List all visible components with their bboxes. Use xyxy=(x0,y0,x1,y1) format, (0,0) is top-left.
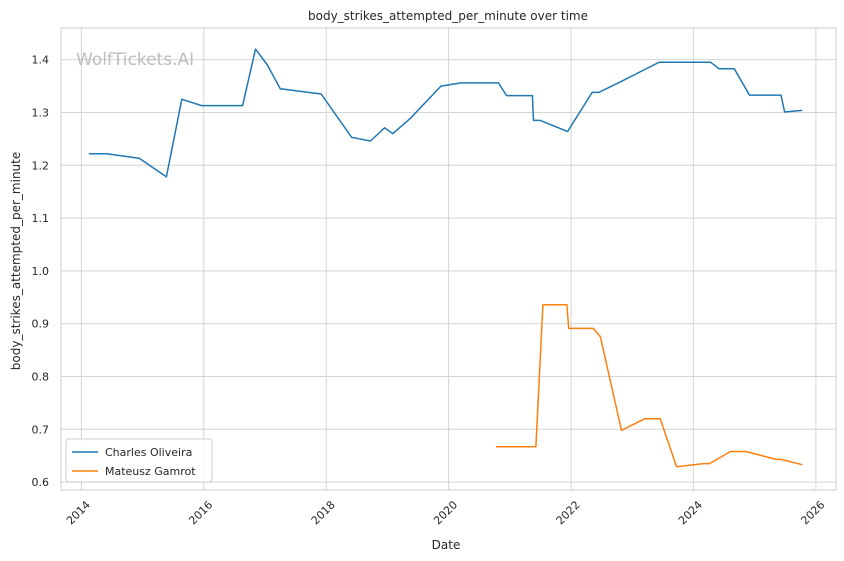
y-tick-label: 0.8 xyxy=(32,370,50,383)
legend-label-mateusz-gamrot: Mateusz Gamrot xyxy=(105,465,196,478)
y-tick-label: 1.0 xyxy=(32,265,50,278)
y-tick-label: 0.9 xyxy=(32,318,50,331)
y-tick-label: 1.4 xyxy=(32,54,50,67)
watermark-text: WolfTickets.AI xyxy=(76,50,194,70)
series-line-charles-oliveira xyxy=(89,48,803,178)
legend: Charles Oliveira Mateusz Gamrot xyxy=(65,438,213,483)
chart-title: body_strikes_attempted_per_minute over t… xyxy=(308,9,588,23)
legend-label-charles-oliveira: Charles Oliveira xyxy=(105,446,192,459)
y-tick-label: 1.2 xyxy=(32,159,50,172)
y-tick-label: 1.3 xyxy=(32,106,50,119)
legend-box xyxy=(65,438,213,483)
series-group xyxy=(89,48,803,468)
y-axis-label: body_strikes_attempted_per_minute xyxy=(9,152,23,370)
series-line-mateusz-gamrot xyxy=(496,303,803,468)
y-tick-label: 0.7 xyxy=(32,423,50,436)
y-axis-ticks: 0.6 0.7 0.8 0.9 1.0 1.1 1.2 1.3 1.4 xyxy=(32,54,50,489)
y-tick-label: 0.6 xyxy=(32,476,50,489)
x-axis-label: Date xyxy=(432,538,461,552)
plot-frame xyxy=(60,27,837,491)
y-tick-label: 1.1 xyxy=(32,212,50,225)
